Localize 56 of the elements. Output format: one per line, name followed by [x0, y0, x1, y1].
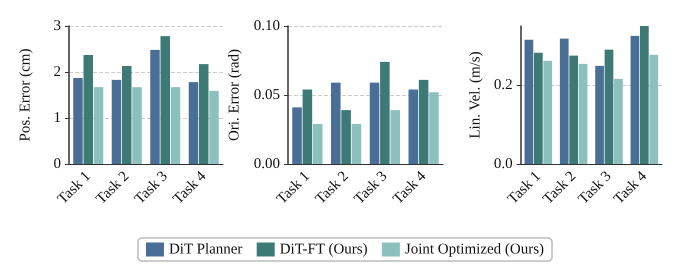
- bar: [352, 124, 362, 164]
- bar: [595, 66, 604, 164]
- y-tick-label: 3: [54, 18, 61, 34]
- bar: [630, 36, 640, 164]
- bar: [649, 54, 658, 164]
- bar: [292, 107, 302, 164]
- y-tick-label: 0.10: [254, 18, 280, 34]
- bar: [380, 62, 390, 164]
- bar: [331, 82, 341, 164]
- x-tick-label: Task 4: [390, 168, 430, 208]
- bar: [524, 40, 534, 164]
- y-tick-label: 0.2: [494, 77, 513, 94]
- bar: [569, 56, 578, 164]
- bar: [170, 87, 180, 164]
- x-tick-label: Task 2: [93, 168, 132, 208]
- y-tick-label: 1: [54, 110, 61, 126]
- bar: [199, 64, 208, 164]
- legend-label: DiT Planner: [168, 242, 242, 258]
- bar: [150, 50, 160, 164]
- x-tick-label: Task 4: [170, 168, 210, 208]
- legend-label: Joint Optimized (Ours): [404, 242, 544, 258]
- x-tick-label: Task 4: [610, 168, 650, 208]
- legend-label: DiT-FT (Ours): [280, 242, 368, 258]
- bar: [578, 64, 588, 164]
- y-axis-title: Lin. Vel. (m/s): [468, 51, 484, 139]
- y-tick-label: 0.05: [254, 87, 280, 103]
- bar: [84, 54, 93, 164]
- y-axis-title: Pos. Error (cm): [18, 48, 34, 142]
- bar: [209, 90, 219, 164]
- bar: [160, 36, 170, 164]
- bar: [429, 92, 439, 164]
- bar: [390, 110, 400, 164]
- bar: [640, 26, 649, 164]
- bar: [94, 87, 104, 164]
- y-axis-title: Ori. Error (rad): [226, 48, 242, 142]
- bar: [302, 89, 312, 164]
- bar: [370, 82, 380, 164]
- x-tick-label: Task 3: [351, 168, 391, 208]
- bar: [560, 38, 569, 164]
- bar: [418, 80, 428, 164]
- bar: [341, 110, 351, 164]
- bar: [122, 66, 132, 164]
- y-tick-label: 0.0: [494, 156, 513, 172]
- bar: [614, 78, 623, 164]
- y-tick-label: 2: [54, 64, 61, 80]
- bar: [408, 89, 418, 164]
- bar: [534, 52, 543, 164]
- bar: [132, 87, 142, 164]
- x-tick-label: Task 2: [312, 168, 352, 208]
- bar: [312, 124, 322, 164]
- bar: [73, 78, 83, 164]
- x-tick-label: Task 3: [132, 168, 171, 208]
- bar: [604, 50, 614, 164]
- bar: [188, 82, 198, 164]
- bar: [112, 80, 122, 164]
- bar: [543, 60, 552, 164]
